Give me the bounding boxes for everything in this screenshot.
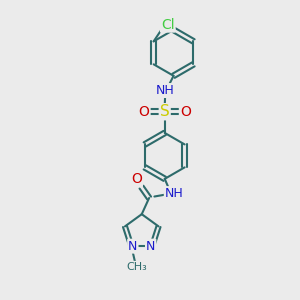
Text: O: O xyxy=(131,172,142,186)
Text: N: N xyxy=(128,240,137,253)
Text: S: S xyxy=(160,104,169,119)
Text: Cl: Cl xyxy=(161,18,175,32)
Text: CH₃: CH₃ xyxy=(126,262,147,272)
Text: NH: NH xyxy=(165,187,184,200)
Text: O: O xyxy=(180,105,191,119)
Text: NH: NH xyxy=(156,84,175,97)
Text: O: O xyxy=(139,105,149,119)
Text: N: N xyxy=(146,240,155,253)
